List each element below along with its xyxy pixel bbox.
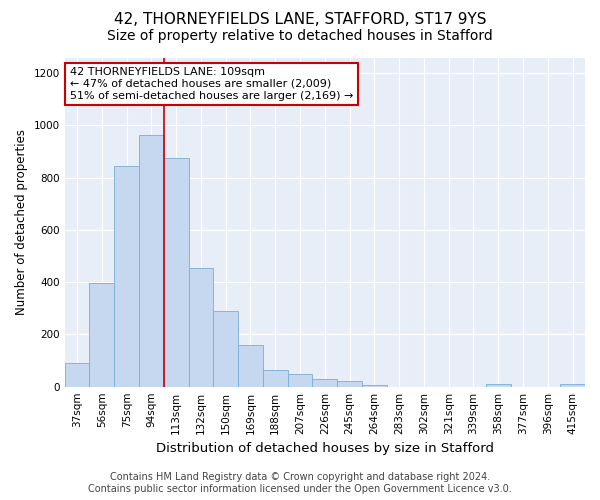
Bar: [65, 363, 89, 386]
Bar: [214, 311, 238, 386]
Bar: [238, 345, 263, 387]
Bar: [164, 158, 188, 386]
Bar: [486, 384, 511, 386]
Text: 42 THORNEYFIELDS LANE: 109sqm
← 47% of detached houses are smaller (2,009)
51% o: 42 THORNEYFIELDS LANE: 109sqm ← 47% of d…: [70, 68, 353, 100]
Bar: [89, 284, 114, 387]
X-axis label: Distribution of detached houses by size in Stafford: Distribution of detached houses by size …: [156, 442, 494, 455]
Bar: [188, 268, 214, 386]
Bar: [313, 380, 337, 386]
Text: 42, THORNEYFIELDS LANE, STAFFORD, ST17 9YS: 42, THORNEYFIELDS LANE, STAFFORD, ST17 9…: [114, 12, 486, 28]
Bar: [139, 134, 164, 386]
Bar: [337, 382, 362, 386]
Bar: [114, 166, 139, 386]
Y-axis label: Number of detached properties: Number of detached properties: [15, 129, 28, 315]
Bar: [287, 374, 313, 386]
Text: Size of property relative to detached houses in Stafford: Size of property relative to detached ho…: [107, 29, 493, 43]
Bar: [560, 384, 585, 386]
Bar: [263, 370, 287, 386]
Text: Contains HM Land Registry data © Crown copyright and database right 2024.
Contai: Contains HM Land Registry data © Crown c…: [88, 472, 512, 494]
